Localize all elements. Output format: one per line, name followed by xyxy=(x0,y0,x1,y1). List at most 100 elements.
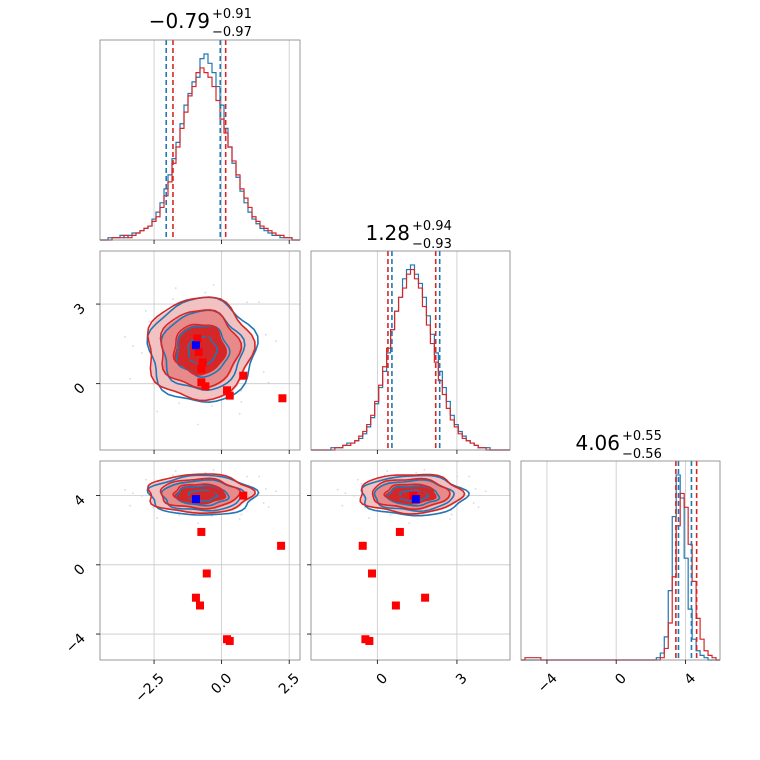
panel-frame xyxy=(520,460,721,661)
sample-dot xyxy=(262,502,265,504)
panel-hist-p2: −4 0 4 xyxy=(520,460,721,696)
red-marker xyxy=(196,601,204,610)
contour-red xyxy=(172,483,227,505)
sample-dot xyxy=(178,402,181,405)
histogram-blue xyxy=(311,264,510,451)
title-p1-lower: −0.93 xyxy=(412,237,452,252)
sample-dot xyxy=(148,320,151,323)
blue-marker xyxy=(191,495,200,504)
sample-dot xyxy=(212,468,215,471)
sample-dot xyxy=(472,502,475,504)
contour-red xyxy=(184,487,215,500)
title-p1: 1.28 +0.94 −0.93 xyxy=(365,219,451,252)
sample-dot xyxy=(386,470,389,472)
blue-marker xyxy=(191,341,200,350)
sample-dot xyxy=(172,474,174,477)
sample-dot xyxy=(240,513,243,516)
y-tick-label: 4 xyxy=(71,492,89,510)
sample-dot xyxy=(156,517,159,520)
red-marker xyxy=(391,601,400,610)
red-marker xyxy=(225,391,234,400)
title-p2-lower: −0.56 xyxy=(622,447,662,462)
sample-dot xyxy=(415,471,418,474)
sample-dot xyxy=(124,488,127,491)
sample-dot xyxy=(477,506,480,509)
y-tick-label: 0 xyxy=(71,561,89,579)
panel-hist-p0 xyxy=(99,39,301,244)
sample-dot xyxy=(353,494,355,497)
red-marker xyxy=(197,378,206,387)
sample-dot xyxy=(129,377,131,380)
sample-dot xyxy=(264,333,267,336)
y-tick-label: 0 xyxy=(71,380,89,398)
sample-dot xyxy=(197,522,200,525)
red-marker xyxy=(201,382,210,391)
contour-red xyxy=(146,473,256,514)
sample-dot xyxy=(474,487,477,490)
x-tick-label: −2.5 xyxy=(132,670,167,705)
sample-dot xyxy=(144,310,147,312)
red-marker xyxy=(194,347,203,356)
title-p2-upper: +0.55 xyxy=(622,429,662,444)
sample-dot xyxy=(344,492,347,495)
sample-dot xyxy=(174,287,177,290)
sample-dot xyxy=(152,382,154,385)
sample-dot xyxy=(468,475,471,478)
sample-dot xyxy=(336,488,339,491)
x-tick-label: 3 xyxy=(453,670,471,688)
sample-dot xyxy=(129,504,131,507)
y-tick-label: −4 xyxy=(63,630,89,656)
red-marker xyxy=(368,569,377,578)
contour-blue xyxy=(360,474,470,517)
x-tick-label: 0.0 xyxy=(208,670,235,697)
red-marker xyxy=(421,593,430,602)
sample-dot xyxy=(258,301,261,304)
red-marker xyxy=(191,593,200,602)
sample-dot xyxy=(156,410,159,413)
sample-dot xyxy=(132,345,134,347)
sample-dot xyxy=(144,478,147,481)
red-marker xyxy=(202,569,211,578)
red-marker xyxy=(193,334,202,343)
red-marker xyxy=(197,527,206,536)
sample-dot xyxy=(484,490,487,493)
panel-frame xyxy=(310,250,511,451)
sample-dot xyxy=(141,352,143,354)
x-tick-label: 4 xyxy=(682,670,700,688)
contour-red xyxy=(159,477,242,510)
red-marker xyxy=(225,636,234,645)
sample-dot xyxy=(356,478,359,481)
sample-dot xyxy=(132,492,134,495)
sample-dot xyxy=(124,336,127,338)
panel-frame xyxy=(99,460,301,661)
blue-marker xyxy=(411,495,420,504)
sample-dot xyxy=(267,381,270,384)
histogram-red xyxy=(311,268,510,451)
sample-dot xyxy=(212,284,215,286)
sample-dot xyxy=(204,291,207,294)
sample-dot xyxy=(368,517,370,520)
sample-dot xyxy=(408,522,411,525)
red-marker xyxy=(278,394,287,403)
title-p1-median: 1.28 xyxy=(365,221,410,245)
title-p0-median: −0.79 xyxy=(149,9,210,33)
panel-hist-p1 xyxy=(310,250,511,454)
contour-red xyxy=(371,477,451,511)
sample-dot xyxy=(360,482,363,485)
sample-dot xyxy=(423,468,426,471)
red-marker xyxy=(223,386,232,395)
red-marker xyxy=(198,358,207,367)
contour-blue xyxy=(187,335,219,366)
sample-dot xyxy=(258,475,261,478)
sample-dot xyxy=(267,506,270,509)
red-marker xyxy=(395,527,404,536)
sample-dot xyxy=(341,504,344,507)
red-marker xyxy=(239,491,248,500)
x-tick-label: 0 xyxy=(612,670,630,688)
sample-dot xyxy=(178,514,181,516)
title-p0: −0.79 +0.91 −0.97 xyxy=(149,7,252,40)
sample-dot xyxy=(211,405,213,407)
red-marker xyxy=(358,541,367,550)
x-tick-label: 2.5 xyxy=(276,670,303,697)
